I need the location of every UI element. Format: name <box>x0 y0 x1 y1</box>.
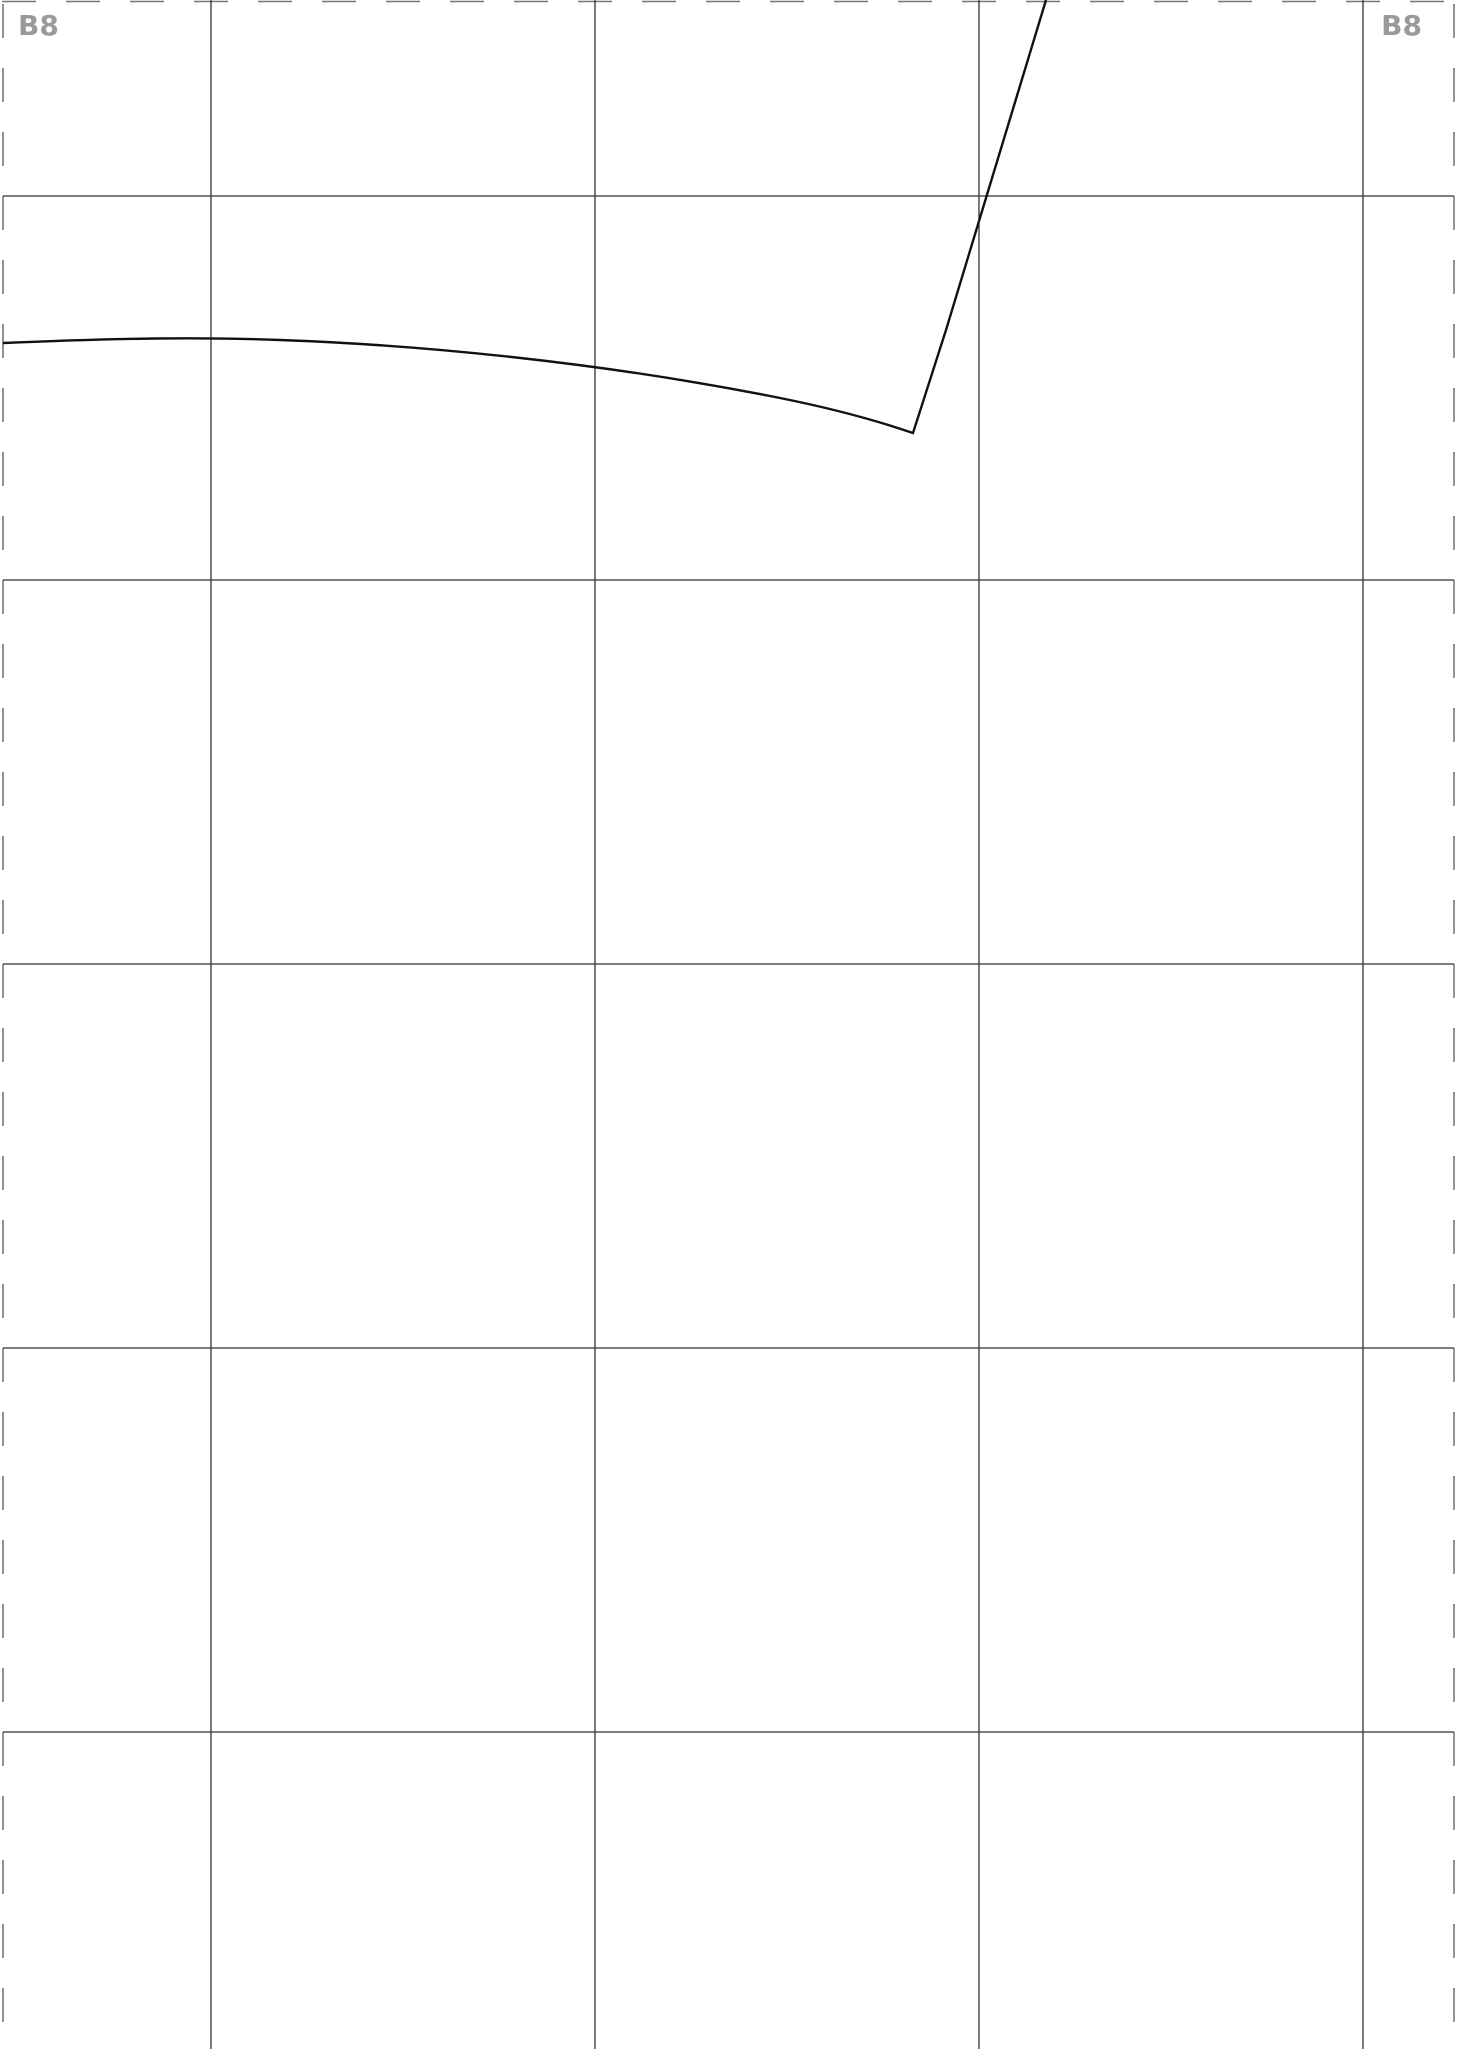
alignment-grid <box>3 0 1454 2049</box>
tile-label-left: B8 <box>18 9 59 42</box>
pattern-outline-line <box>2 0 1048 435</box>
tile-label-right: B8 <box>1381 9 1422 42</box>
